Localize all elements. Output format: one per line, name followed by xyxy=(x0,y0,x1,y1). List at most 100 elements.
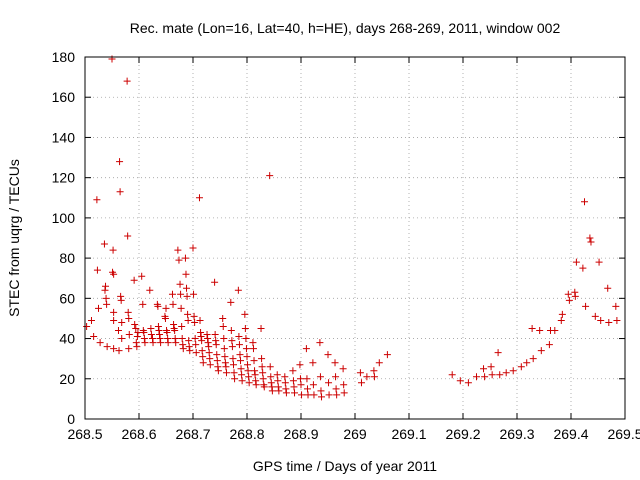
data-point xyxy=(245,379,253,387)
data-point xyxy=(185,337,193,345)
data-point xyxy=(523,359,531,367)
data-point xyxy=(259,369,267,377)
data-point xyxy=(213,357,221,365)
grid-lines xyxy=(85,57,625,419)
data-point xyxy=(296,361,304,369)
data-point xyxy=(147,331,155,339)
data-point xyxy=(551,327,559,335)
data-point xyxy=(179,341,187,349)
data-point xyxy=(333,391,341,399)
data-point xyxy=(228,337,236,345)
data-point xyxy=(219,322,227,330)
data-point xyxy=(146,286,154,294)
x-tick-label: 268.5 xyxy=(67,426,102,442)
data-point xyxy=(309,359,317,367)
data-point xyxy=(220,345,228,353)
y-tick-label: 140 xyxy=(52,129,76,145)
data-point xyxy=(205,349,213,357)
data-point xyxy=(132,325,140,332)
data-point xyxy=(134,329,142,337)
data-point xyxy=(268,383,276,391)
data-point xyxy=(282,389,290,397)
data-point xyxy=(156,335,164,343)
data-point xyxy=(189,244,197,252)
data-point xyxy=(110,270,118,278)
data-point xyxy=(138,272,146,280)
data-point xyxy=(243,353,251,361)
data-points xyxy=(83,55,621,401)
data-point xyxy=(220,335,228,343)
data-point xyxy=(212,341,220,349)
data-point xyxy=(289,377,297,385)
data-point xyxy=(103,343,111,351)
data-point xyxy=(340,381,348,389)
data-point xyxy=(242,335,250,343)
data-point xyxy=(133,343,141,351)
data-point xyxy=(114,327,122,335)
data-point xyxy=(115,347,123,355)
data-point xyxy=(195,194,203,202)
data-point xyxy=(267,379,275,387)
data-point xyxy=(281,379,289,387)
data-point xyxy=(149,339,157,347)
data-point xyxy=(206,355,214,363)
data-point xyxy=(289,367,297,375)
data-point xyxy=(162,304,170,312)
data-point xyxy=(178,335,186,343)
data-point xyxy=(222,363,230,371)
data-point xyxy=(557,316,565,324)
data-point xyxy=(481,373,489,381)
data-point xyxy=(290,383,298,391)
data-point xyxy=(117,296,125,304)
data-point xyxy=(192,341,200,349)
data-point xyxy=(249,345,257,353)
data-point xyxy=(237,357,245,365)
data-point xyxy=(228,343,236,351)
data-point xyxy=(363,373,371,381)
data-point xyxy=(317,387,325,395)
data-point xyxy=(125,331,133,339)
y-tick-label: 80 xyxy=(59,250,75,266)
data-point xyxy=(464,379,472,387)
data-point xyxy=(591,312,599,320)
data-point xyxy=(110,316,118,324)
data-point xyxy=(184,316,192,324)
data-point xyxy=(572,258,580,266)
data-point xyxy=(235,333,243,341)
data-point xyxy=(529,355,537,363)
data-point xyxy=(502,369,510,377)
x-tick-label: 269.3 xyxy=(499,426,534,442)
y-tick-label: 60 xyxy=(59,290,75,306)
data-point xyxy=(517,363,525,371)
data-point xyxy=(325,391,333,399)
data-point xyxy=(244,361,252,369)
data-point xyxy=(118,335,126,343)
x-tick-label: 268.8 xyxy=(229,426,264,442)
data-point xyxy=(250,357,258,365)
data-point xyxy=(197,329,205,337)
data-point xyxy=(196,316,204,324)
data-point xyxy=(93,196,101,204)
data-point xyxy=(227,298,235,306)
data-point xyxy=(190,290,198,298)
data-point xyxy=(164,335,172,343)
data-point xyxy=(211,331,219,339)
data-point xyxy=(221,353,229,361)
data-point xyxy=(274,377,282,385)
data-point xyxy=(191,335,199,343)
data-point xyxy=(154,302,162,310)
data-point xyxy=(241,325,249,332)
data-point xyxy=(170,320,178,328)
data-point xyxy=(184,310,192,318)
data-point xyxy=(298,391,306,399)
data-point xyxy=(251,367,259,375)
data-point xyxy=(177,304,185,312)
y-tick-label: 40 xyxy=(59,331,75,347)
data-point xyxy=(448,371,456,379)
data-point xyxy=(203,331,211,339)
data-point xyxy=(332,385,340,393)
data-point xyxy=(182,270,190,278)
data-point xyxy=(172,339,180,347)
data-point xyxy=(103,300,111,308)
data-point xyxy=(229,355,237,363)
